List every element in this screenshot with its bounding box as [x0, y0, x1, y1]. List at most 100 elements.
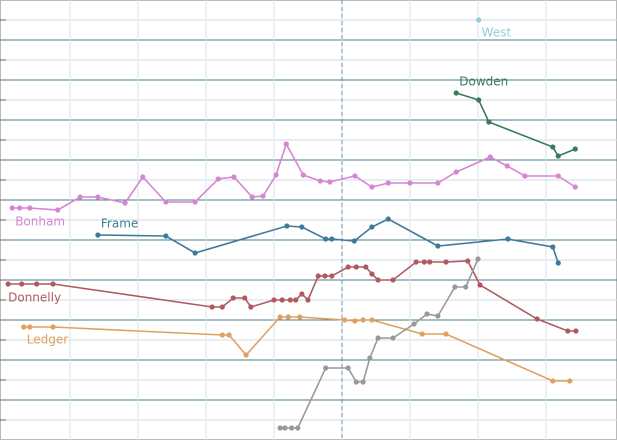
data-point: [463, 284, 469, 290]
data-point: [453, 169, 459, 175]
data-point: [360, 317, 366, 323]
data-point: [476, 17, 482, 23]
data-point: [305, 297, 311, 303]
data-point: [452, 284, 458, 290]
data-point: [9, 205, 15, 211]
data-point: [315, 273, 321, 279]
data-point: [352, 173, 358, 179]
data-point: [19, 281, 25, 287]
data-point: [369, 271, 375, 277]
data-point: [140, 174, 146, 180]
data-point: [353, 379, 359, 385]
data-point: [271, 297, 277, 303]
data-point: [572, 146, 578, 152]
data-point: [360, 379, 366, 385]
data-point: [283, 141, 289, 147]
data-point: [550, 378, 556, 384]
data-point: [249, 194, 255, 200]
data-point: [550, 144, 556, 150]
data-point: [231, 174, 237, 180]
data-point: [95, 232, 101, 238]
data-point: [329, 273, 335, 279]
data-point: [5, 281, 11, 287]
data-point: [77, 194, 83, 200]
data-point: [427, 259, 433, 265]
data-point: [192, 250, 198, 256]
data-point: [27, 324, 33, 330]
data-point: [163, 233, 169, 239]
data-point: [215, 176, 221, 182]
data-point: [345, 264, 351, 270]
data-point: [572, 184, 578, 190]
data-point: [435, 243, 441, 249]
data-point: [413, 259, 419, 265]
data-point: [504, 163, 510, 169]
data-point: [573, 328, 579, 334]
data-point: [487, 154, 493, 160]
data-point: [219, 332, 225, 338]
series-label: Donnelly: [8, 291, 61, 305]
data-point: [323, 236, 329, 242]
data-point: [122, 200, 128, 206]
data-point: [34, 281, 40, 287]
data-point: [486, 119, 492, 125]
series-line: [456, 92, 576, 158]
data-point: [287, 297, 293, 303]
data-point: [522, 173, 528, 179]
data-point: [555, 173, 561, 179]
data-point: [284, 223, 290, 229]
data-point: [443, 259, 449, 265]
data-point: [289, 425, 295, 431]
data-point: [367, 355, 373, 361]
data-point: [390, 277, 396, 283]
data-point: [230, 295, 236, 301]
data-point: [407, 180, 413, 186]
data-point: [226, 332, 232, 338]
data-point: [555, 260, 561, 266]
series-label: Bonham: [15, 215, 65, 229]
data-point: [27, 205, 33, 211]
data-point: [242, 295, 248, 301]
data-point: [277, 425, 283, 431]
data-point: [505, 236, 511, 242]
data-point: [192, 199, 198, 205]
data-point: [453, 90, 459, 96]
data-point: [21, 324, 27, 330]
data-point: [17, 205, 23, 211]
data-point: [299, 224, 305, 230]
data-point: [300, 172, 306, 178]
data-point: [209, 304, 215, 310]
data-point: [273, 172, 279, 178]
data-point: [375, 277, 381, 283]
data-point: [435, 313, 441, 319]
data-point: [534, 316, 540, 322]
data-point: [50, 281, 56, 287]
data-point: [219, 304, 225, 310]
data-point: [285, 314, 291, 320]
data-point: [351, 238, 357, 244]
data-point: [419, 331, 425, 337]
data-point: [435, 180, 441, 186]
series-label: Ledger: [27, 333, 68, 347]
data-point: [369, 317, 375, 323]
data-point: [95, 194, 101, 200]
data-point: [385, 216, 391, 222]
data-point: [421, 259, 427, 265]
data-point: [163, 199, 169, 205]
data-point: [243, 352, 249, 358]
data-point: [465, 258, 471, 264]
data-point: [477, 282, 483, 288]
data-point: [317, 178, 323, 184]
data-point: [50, 324, 56, 330]
data-point: [363, 264, 369, 270]
data-point: [248, 304, 254, 310]
data-point: [329, 236, 335, 242]
data-point: [353, 264, 359, 270]
data-point: [565, 328, 571, 334]
data-point: [297, 314, 303, 320]
data-point: [342, 317, 348, 323]
data-point: [322, 273, 328, 279]
data-point: [475, 256, 481, 262]
